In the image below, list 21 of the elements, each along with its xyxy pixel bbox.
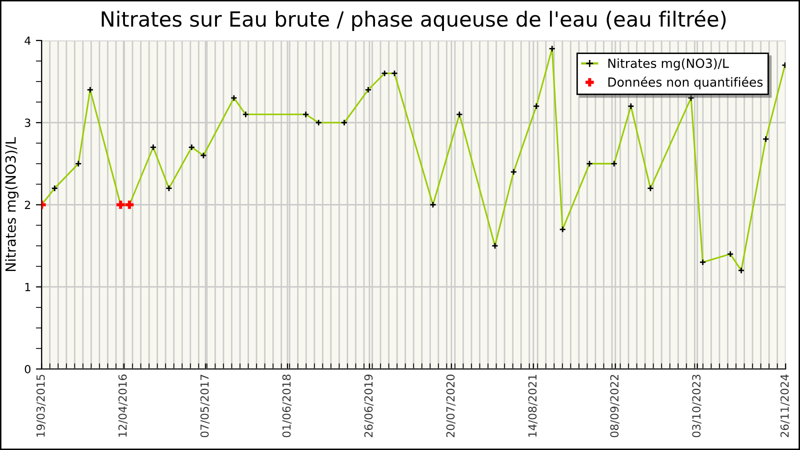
y-tick-label: 3 — [24, 118, 30, 128]
legend-label: Données non quantifiées — [608, 76, 763, 90]
x-tick-label: 07/05/2017 — [200, 374, 210, 438]
x-tick-label: 01/06/2018 — [282, 374, 292, 438]
x-tick-label: 19/03/2015 — [36, 374, 46, 437]
x-tick-label: 12/04/2016 — [118, 374, 128, 437]
x-tick-label: 14/08/2021 — [528, 374, 538, 437]
legend-label: Nitrates mg(NO3)/L — [608, 58, 729, 70]
y-tick-label: 1 — [25, 282, 30, 292]
chart-title: Nitrates sur Eau brute / phase aqueuse de l'eau (eau filtrée) — [102, 10, 726, 31]
point — [124, 199, 136, 210]
x-tick-label: 26/06/2019 — [364, 374, 374, 438]
x-tick-label: 20/07/2020 — [446, 374, 456, 438]
y-tick-label: 2 — [24, 200, 30, 209]
point — [114, 199, 126, 210]
y-tick-label: 0 — [24, 364, 30, 374]
x-tick-label: 08/09/2022 — [610, 374, 620, 438]
y-axis-title: Nitrates mg(NO3)/L — [5, 137, 19, 272]
x-tick-label: 26/11/2024 — [780, 374, 790, 438]
y-tick-label: 4 — [24, 36, 31, 45]
x-tick-label: 03/10/2023 — [692, 374, 702, 438]
